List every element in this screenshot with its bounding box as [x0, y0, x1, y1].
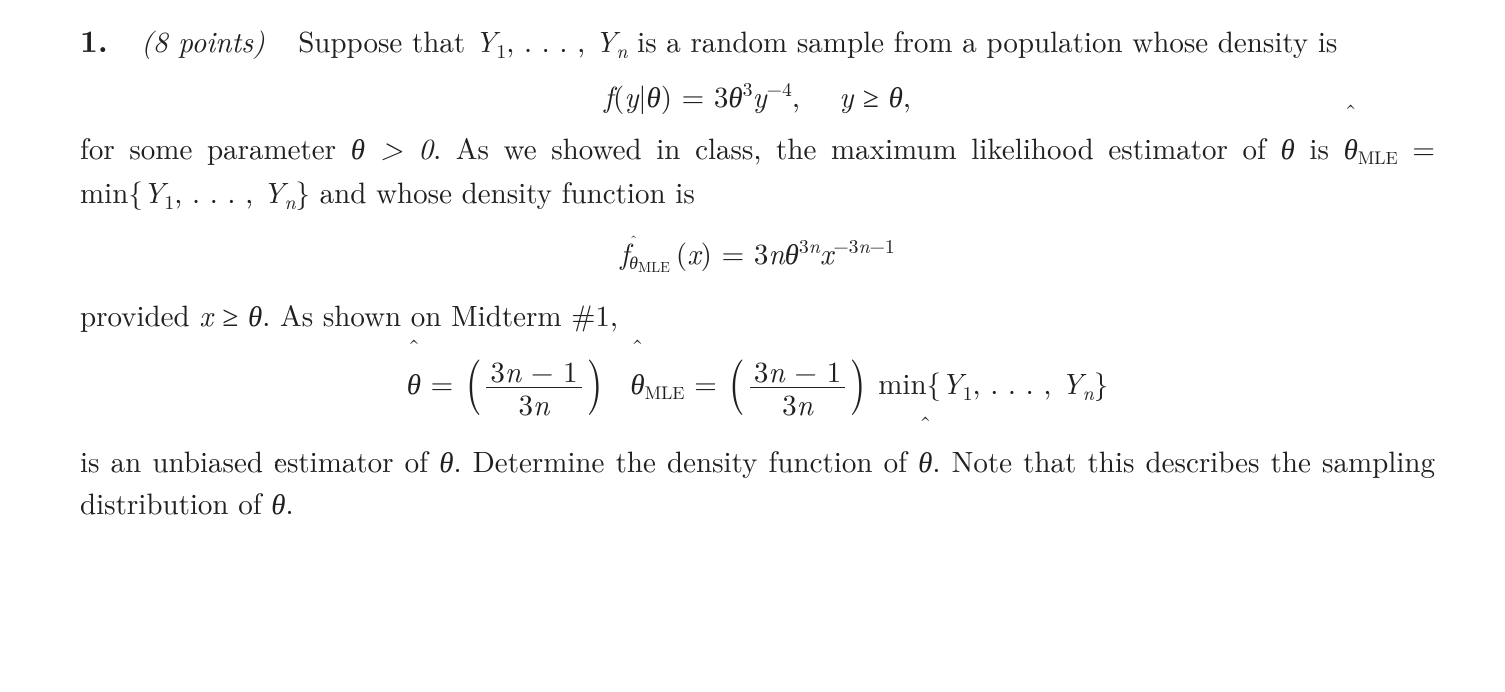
final-period: .	[285, 482, 293, 523]
sub-n: n	[616, 36, 627, 64]
theta-hat-mle-mid: ˆθ	[630, 362, 644, 404]
theta-gt-0: θ > 0	[351, 127, 433, 168]
eq1-y2: y	[753, 75, 767, 116]
theta-hat-final-1: ˆθ	[918, 440, 932, 482]
final-text-b: . Determine the density function of	[453, 440, 918, 481]
mle-subscript-mid: MLE	[645, 380, 685, 405]
var-Yn: Y	[595, 20, 617, 61]
eq1-y: y	[624, 75, 638, 116]
eq2-theta: θ	[785, 232, 799, 273]
p2-text-b: . As we showed in class, the maximum lik…	[433, 127, 1280, 168]
eq2-f: f	[620, 232, 629, 273]
p2-text-c: is	[1295, 127, 1329, 168]
eq2-sub-thetahat: ˆθMLE	[629, 250, 670, 275]
eq1-eq3: ) = 3	[661, 75, 729, 116]
density-equation: f(y|θ) = 3θ3y−4, y ≥ θ,	[80, 74, 1435, 117]
min-close-and-text: } and whose density function is	[296, 171, 695, 212]
theta-inline-2: θ	[439, 440, 453, 481]
problem-page: 1. (8 points) Suppose that Y1, . . . , Y…	[0, 0, 1505, 692]
provided-text-b: . As shown on Midterm #1,	[262, 294, 618, 335]
eq2-open: (	[676, 232, 687, 273]
eq1-trailing-comma: ,	[903, 75, 911, 116]
var-Y1: Y	[475, 20, 497, 61]
final-paragraph: is an unbiased estimator of θ. Determine…	[80, 440, 1435, 524]
theta-inline-1: θ	[1281, 127, 1295, 168]
para-2-line1: for some parameter θ > 0. As we showed i…	[80, 127, 1435, 215]
p2-text-a: for some parameter	[80, 127, 351, 168]
eq1-geq: ≥	[853, 75, 888, 116]
x-geq-x: x	[199, 294, 212, 335]
ellipsis-1: , . . . ,	[506, 20, 595, 61]
eq1-theta2: θ	[728, 75, 742, 116]
eq2-n: n	[768, 232, 784, 273]
eq2-exp3n: 3n	[799, 231, 820, 259]
final-text-a: is an unbiased estimator of	[80, 440, 439, 481]
fraction-1: 3n − 13n	[484, 356, 583, 420]
unbiased-estimator-equation: ˆθ = (3n − 13n) ˆθMLE = (3n − 13n) min{Y…	[80, 356, 1435, 420]
eq1-f: f	[604, 75, 613, 116]
intro-text-1: Suppose that	[298, 20, 475, 61]
min-open-2: min{	[878, 362, 941, 403]
eq1-cube: 3	[743, 74, 753, 102]
x-geq-ge: ≥	[213, 294, 248, 335]
theta-hat-final-2: ˆθ	[271, 482, 285, 524]
mle-subscript-1: MLE	[1358, 145, 1398, 170]
eq2-expneg: −3n−1	[833, 231, 894, 259]
fraction-2: 3n − 13n	[748, 356, 847, 420]
problem-intro-paragraph: 1. (8 points) Suppose that Y1, . . . , Y…	[80, 18, 1435, 64]
mle-density-equation: fˆθMLE(x) = 3nθ3nx−3n−1	[80, 231, 1435, 278]
eq1-comma: ,	[792, 75, 800, 116]
eq2-x2: x	[820, 232, 833, 273]
sub-1: 1	[496, 36, 506, 64]
eq1-range-y: y	[839, 75, 853, 116]
intro-text-2: is a random sample from a population who…	[627, 20, 1337, 61]
eq1-range-theta: θ	[889, 75, 903, 116]
provided-text-a: provided	[80, 294, 199, 335]
theta-hat-mle-inline: ˆθ	[1344, 127, 1358, 169]
eq1-open: (	[613, 75, 624, 116]
eq2-eq3: ) = 3	[701, 232, 769, 273]
min-close-2: }	[1094, 362, 1109, 403]
provided-line: provided x ≥ θ. As shown on Midterm #1,	[80, 294, 1435, 336]
theta-hat-lhs: ˆθ	[407, 362, 421, 404]
points-label: (8 points)	[141, 20, 265, 61]
eq1-neg4: −4	[767, 74, 792, 102]
eq1-theta: θ	[646, 75, 660, 116]
eq3-eq2: =	[694, 362, 726, 403]
question-number: 1.	[80, 18, 108, 62]
eq3-eq1: =	[431, 362, 463, 403]
eq2-x: x	[687, 232, 700, 273]
x-geq-th: θ	[248, 294, 262, 335]
